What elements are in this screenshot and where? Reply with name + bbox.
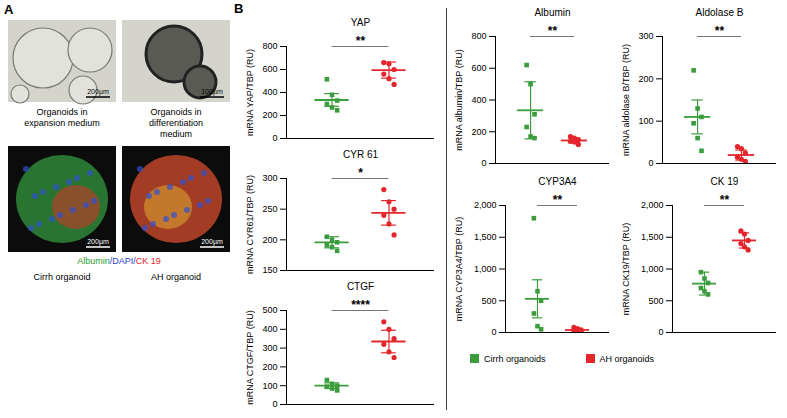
svg-text:0: 0 xyxy=(272,399,277,409)
svg-text:Organoids in: Organoids in xyxy=(150,107,201,117)
svg-text:medium: medium xyxy=(160,129,192,139)
svg-text:200: 200 xyxy=(638,74,653,84)
svg-text:500: 500 xyxy=(481,296,496,306)
svg-text:YAP: YAP xyxy=(351,17,371,28)
svg-text:2,000: 2,000 xyxy=(641,200,664,210)
svg-text:100: 100 xyxy=(638,116,653,126)
html-text:AH organoids: AH organoids xyxy=(599,354,655,364)
svg-text:200µm: 200µm xyxy=(87,88,109,96)
svg-text:*: * xyxy=(358,166,363,180)
svg-text:**: ** xyxy=(553,193,563,207)
svg-text:CTGF: CTGF xyxy=(347,281,374,292)
svg-text:CYP3A4: CYP3A4 xyxy=(538,176,577,187)
svg-text:100µm: 100µm xyxy=(201,88,223,96)
svg-text:Albumin: Albumin xyxy=(534,7,570,18)
svg-text:500: 500 xyxy=(262,305,277,315)
svg-text:100: 100 xyxy=(262,381,277,391)
svg-text:1,500: 1,500 xyxy=(641,232,664,242)
svg-text:mRNA CTGF/TBP (RU): mRNA CTGF/TBP (RU) xyxy=(245,310,255,404)
svg-text:200: 200 xyxy=(262,110,277,120)
svg-text:800: 800 xyxy=(262,41,277,51)
svg-text:CYR 61: CYR 61 xyxy=(343,149,378,160)
svg-text:**: ** xyxy=(356,34,366,48)
svg-text:300: 300 xyxy=(262,173,277,183)
svg-text:CK 19: CK 19 xyxy=(711,176,739,187)
svg-text:250: 250 xyxy=(262,204,277,214)
svg-text:300: 300 xyxy=(638,31,653,41)
svg-text:1,500: 1,500 xyxy=(474,232,497,242)
svg-text:1,000: 1,000 xyxy=(641,264,664,274)
svg-text:150: 150 xyxy=(262,265,277,275)
svg-text:A: A xyxy=(4,2,14,17)
svg-text:Albumin/DAPI/CK 19: Albumin/DAPI/CK 19 xyxy=(77,256,161,266)
svg-text:Cirrh organoid: Cirrh organoid xyxy=(33,272,90,282)
svg-text:Organoids in: Organoids in xyxy=(36,107,87,117)
svg-text:500: 500 xyxy=(648,296,663,306)
svg-text:400: 400 xyxy=(262,324,277,334)
svg-text:400: 400 xyxy=(471,95,486,105)
svg-text:800: 800 xyxy=(471,31,486,41)
svg-text:0: 0 xyxy=(481,158,486,168)
svg-text:0: 0 xyxy=(491,327,496,337)
svg-text:**: ** xyxy=(548,24,558,38)
svg-text:mRNA aldolase B/TBP (RU): mRNA aldolase B/TBP (RU) xyxy=(621,44,631,156)
svg-text:0: 0 xyxy=(658,327,663,337)
svg-text:600: 600 xyxy=(471,63,486,73)
svg-text:600: 600 xyxy=(262,64,277,74)
svg-text:200µm: 200µm xyxy=(87,238,109,246)
svg-text:mRNA albumin/TBP (RU): mRNA albumin/TBP (RU) xyxy=(454,49,464,150)
svg-text:1,000: 1,000 xyxy=(474,264,497,274)
svg-text:differentiation: differentiation xyxy=(149,118,203,128)
svg-text:**: ** xyxy=(715,24,725,38)
svg-text:mRNA CYP3A4/TBP (RU): mRNA CYP3A4/TBP (RU) xyxy=(454,217,464,321)
svg-text:0: 0 xyxy=(648,158,653,168)
svg-text:0: 0 xyxy=(272,133,277,143)
svg-text:200: 200 xyxy=(471,127,486,137)
svg-text:mRNA CYR61/TBP (RU): mRNA CYR61/TBP (RU) xyxy=(245,175,255,274)
svg-text:200: 200 xyxy=(262,235,277,245)
svg-text:****: **** xyxy=(351,298,370,312)
svg-text:mRNA YAP/TBP (RU): mRNA YAP/TBP (RU) xyxy=(245,49,255,136)
svg-text:300: 300 xyxy=(262,343,277,353)
svg-text:expansion medium: expansion medium xyxy=(24,118,100,128)
svg-text:2,000: 2,000 xyxy=(474,200,497,210)
html-text:Cirrh organoids: Cirrh organoids xyxy=(484,354,546,364)
svg-text:200: 200 xyxy=(262,362,277,372)
svg-text:**: ** xyxy=(720,193,730,207)
svg-text:AH organoid: AH organoid xyxy=(151,272,201,282)
svg-text:200µm: 200µm xyxy=(201,238,223,246)
svg-text:mRNA CK19/TBP (RU): mRNA CK19/TBP (RU) xyxy=(621,223,631,315)
html-text:B: B xyxy=(234,1,244,16)
svg-text:400: 400 xyxy=(262,87,277,97)
svg-text:Aldolase B: Aldolase B xyxy=(696,7,744,18)
